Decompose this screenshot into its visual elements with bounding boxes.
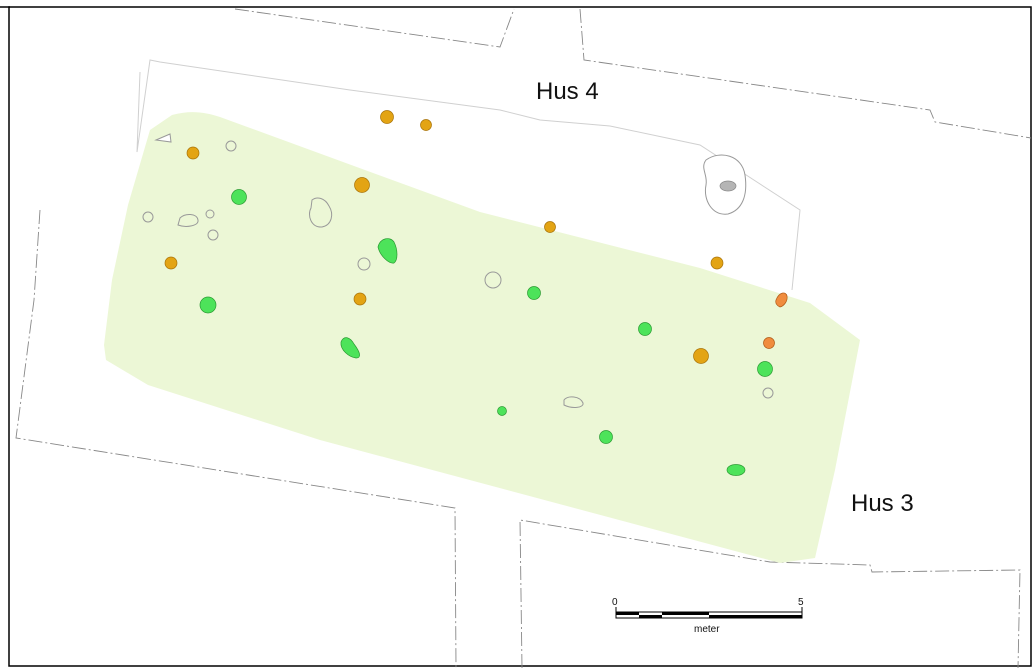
scale-bar-unit-label: meter bbox=[694, 624, 720, 635]
scale-bar bbox=[615, 607, 803, 619]
posthole-green bbox=[199, 296, 217, 314]
posthole-orange bbox=[186, 146, 200, 160]
scale-bar-min-label: 0 bbox=[612, 597, 618, 608]
boundary-south bbox=[519, 519, 1021, 668]
posthole-orange bbox=[420, 119, 432, 131]
scale-bar-segment bbox=[662, 612, 709, 615]
boundary-west bbox=[15, 209, 457, 668]
excavation-boundaries bbox=[15, 8, 1032, 668]
feature-outline bbox=[142, 211, 154, 223]
scale-bar-segment bbox=[616, 612, 639, 615]
posthole-green bbox=[757, 361, 773, 377]
posthole-green bbox=[527, 286, 541, 300]
outline-features bbox=[142, 133, 774, 408]
feature-outline bbox=[154, 133, 172, 143]
house-label-hus-4: Hus 4 bbox=[536, 78, 599, 105]
posthole-orange bbox=[710, 256, 724, 270]
feature-outline bbox=[762, 387, 774, 399]
boundary-north-b bbox=[579, 8, 1032, 139]
feature-outline bbox=[563, 396, 584, 408]
feature-outline bbox=[357, 257, 371, 271]
feature-outline bbox=[207, 229, 219, 241]
posthole-orange bbox=[164, 256, 178, 270]
posthole-green bbox=[638, 322, 652, 336]
posthole-orange bbox=[354, 177, 370, 193]
boundary-north-a bbox=[234, 8, 515, 48]
house-floor-area bbox=[104, 112, 860, 564]
posthole-green bbox=[599, 430, 613, 444]
posthole-orange bbox=[693, 348, 709, 364]
posthole-green bbox=[497, 406, 507, 416]
feature-outline bbox=[308, 197, 333, 228]
posthole-orange bbox=[544, 221, 556, 233]
posthole-orange bbox=[380, 110, 394, 124]
scale-bar-segment bbox=[709, 615, 802, 618]
feature-outline bbox=[205, 209, 215, 219]
posthole-green bbox=[726, 464, 746, 476]
feature-outline bbox=[177, 214, 199, 227]
green-postholes bbox=[199, 189, 773, 476]
scale-bar-max-label: 5 bbox=[798, 597, 804, 608]
house-label-hus-3: Hus 3 bbox=[851, 490, 914, 517]
posthole-orange bbox=[353, 292, 367, 306]
feature-red-orange bbox=[775, 292, 788, 308]
feature-outline bbox=[225, 140, 237, 152]
feature-outline bbox=[484, 271, 502, 289]
pit-fill-stone bbox=[719, 180, 737, 192]
scale-bar-segment bbox=[639, 615, 662, 618]
posthole-green bbox=[377, 238, 398, 264]
posthole-red-orange bbox=[763, 337, 775, 349]
posthole-green bbox=[231, 189, 247, 205]
orange-postholes bbox=[164, 110, 724, 364]
posthole-green bbox=[340, 337, 360, 359]
red-orange-features bbox=[763, 292, 788, 349]
